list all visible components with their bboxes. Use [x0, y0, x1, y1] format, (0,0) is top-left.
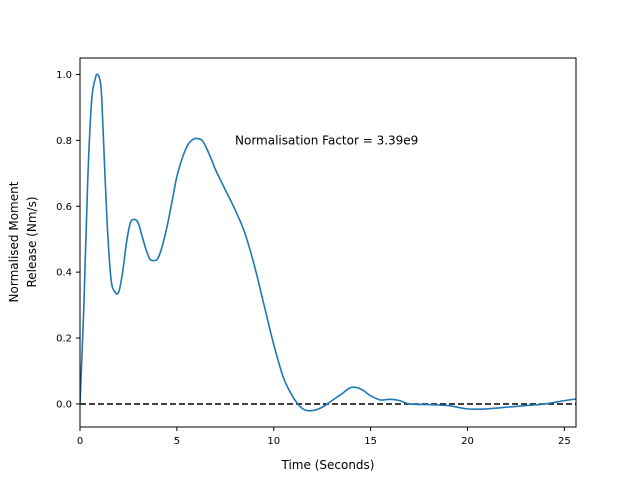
y-tick-label: 0.4 — [56, 268, 72, 279]
x-tick-label: 25 — [558, 436, 571, 447]
y-tick-label: 0.2 — [56, 334, 72, 345]
x-tick-label: 15 — [364, 436, 377, 447]
y-axis-label-line-2: Release (Nm/s) — [25, 196, 39, 287]
y-tick-label: 0.8 — [56, 136, 72, 147]
x-tick-label: 5 — [174, 436, 180, 447]
series-group — [80, 73, 576, 412]
x-tick-label: 20 — [461, 436, 474, 447]
y-ticks: 0.0 0.2 0.4 0.6 0.8 1.0 — [56, 70, 80, 410]
y-axis-label: Normalised Moment Release (Nm/s) — [7, 181, 39, 302]
y-axis-label-line-1: Normalised Moment — [7, 181, 21, 302]
y-tick-label: 0.0 — [56, 399, 72, 410]
y-tick-label: 1.0 — [56, 70, 72, 81]
series-line-0 — [80, 73, 576, 412]
plot-frame — [79, 57, 577, 428]
x-tick-label: 0 — [77, 436, 83, 447]
y-tick-label: 0.6 — [56, 202, 72, 213]
x-axis-label: Time (Seconds) — [281, 458, 375, 472]
x-ticks: 0 5 10 15 20 25 — [77, 427, 571, 447]
x-tick-label: 10 — [267, 436, 280, 447]
plot-area — [80, 58, 576, 427]
annotation-normalisation-factor: Normalisation Factor = 3.39e9 — [235, 133, 418, 147]
